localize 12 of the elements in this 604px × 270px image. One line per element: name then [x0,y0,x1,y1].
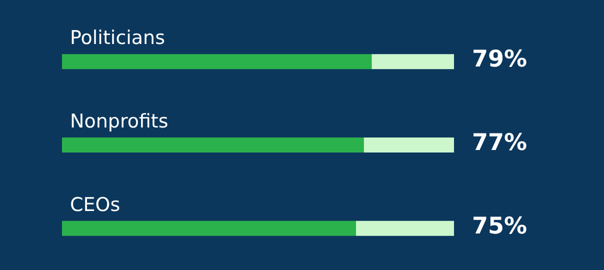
bar [62,220,356,236]
bar [356,220,454,236]
data-label: 79% [472,46,528,73]
bar [372,54,454,70]
data-label: 77% [472,130,528,156]
bar [62,138,364,152]
data-label: 75% [472,213,528,240]
y-tick-label: Politicians [70,27,165,50]
bar [62,54,372,70]
y-tick-label: Nonprofits [70,110,168,132]
bar [364,138,454,152]
y-tick-label: CEOs [70,194,120,216]
